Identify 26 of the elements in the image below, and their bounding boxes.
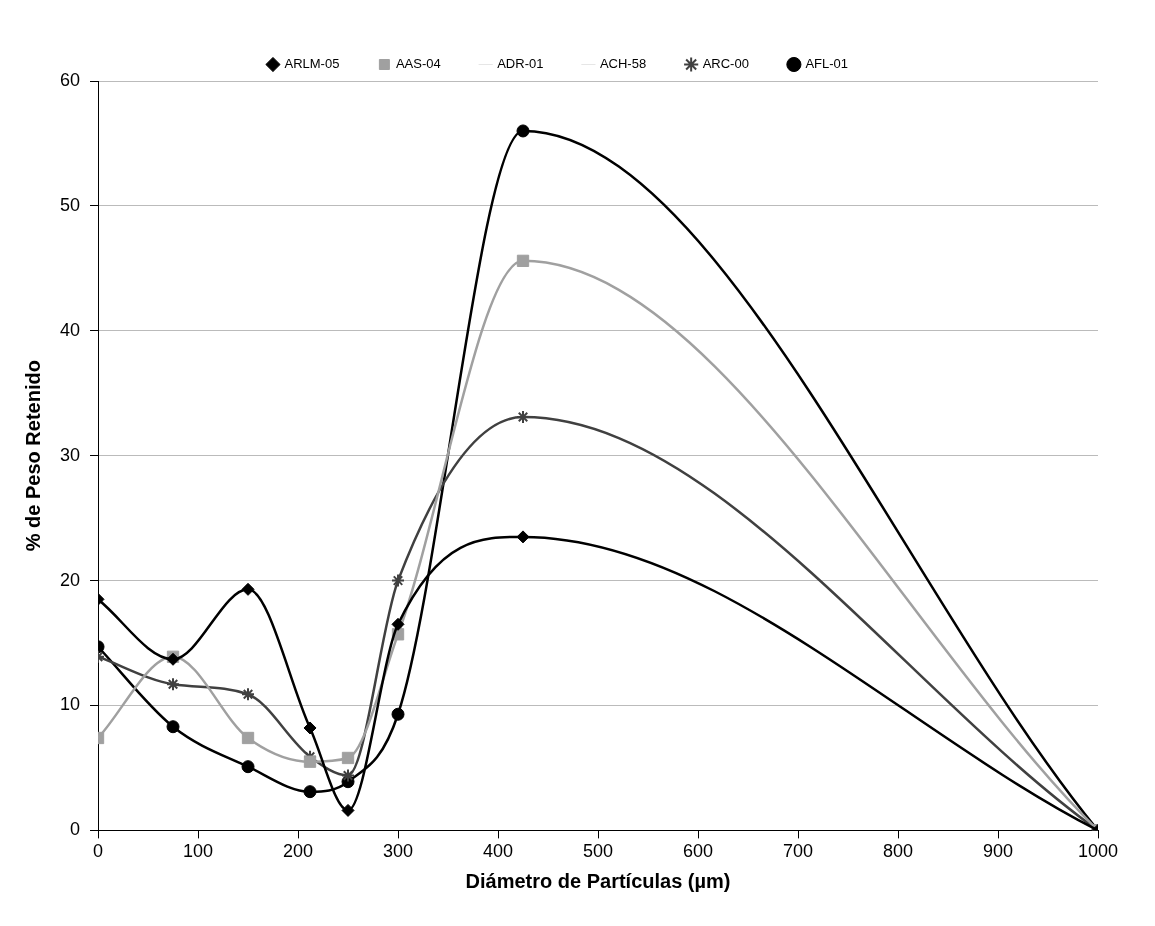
x-tick-label: 100 xyxy=(183,841,214,862)
x-axis-title: Diámetro de Partículas (µm) xyxy=(465,869,731,892)
x-tick-label: 400 xyxy=(482,841,514,862)
x-tick-label: 300 xyxy=(382,841,414,862)
x-tick-label: 700 xyxy=(782,841,814,862)
legend-label: ADR-01 xyxy=(497,56,544,72)
x-tick-label: 600 xyxy=(682,841,714,862)
y-tick-label: 30 xyxy=(59,444,81,465)
y-tick-label: 50 xyxy=(59,194,81,215)
legend-label: ARLM-05 xyxy=(284,56,340,72)
x-tick-label: 1000 xyxy=(1077,841,1119,862)
legend-label: AAS-04 xyxy=(395,56,441,72)
legend-label: ARC-00 xyxy=(702,56,749,72)
y-tick-label: 20 xyxy=(59,569,81,590)
legend-label: ACH-58 xyxy=(599,56,647,72)
y-axis-title: % de Peso Retenido xyxy=(21,360,44,552)
y-tick-label: 0 xyxy=(70,819,81,840)
y-tick-label: 60 xyxy=(59,69,81,90)
x-tick-label: 500 xyxy=(582,841,614,862)
y-tick-label: 10 xyxy=(59,694,81,715)
x-tick-label: 0 xyxy=(93,841,104,862)
x-tick-label: 200 xyxy=(282,841,314,862)
x-tick-label: 900 xyxy=(982,841,1014,862)
legend-label: AFL-01 xyxy=(805,56,849,72)
y-tick-label: 40 xyxy=(59,319,81,340)
x-tick-label: 800 xyxy=(882,841,914,862)
